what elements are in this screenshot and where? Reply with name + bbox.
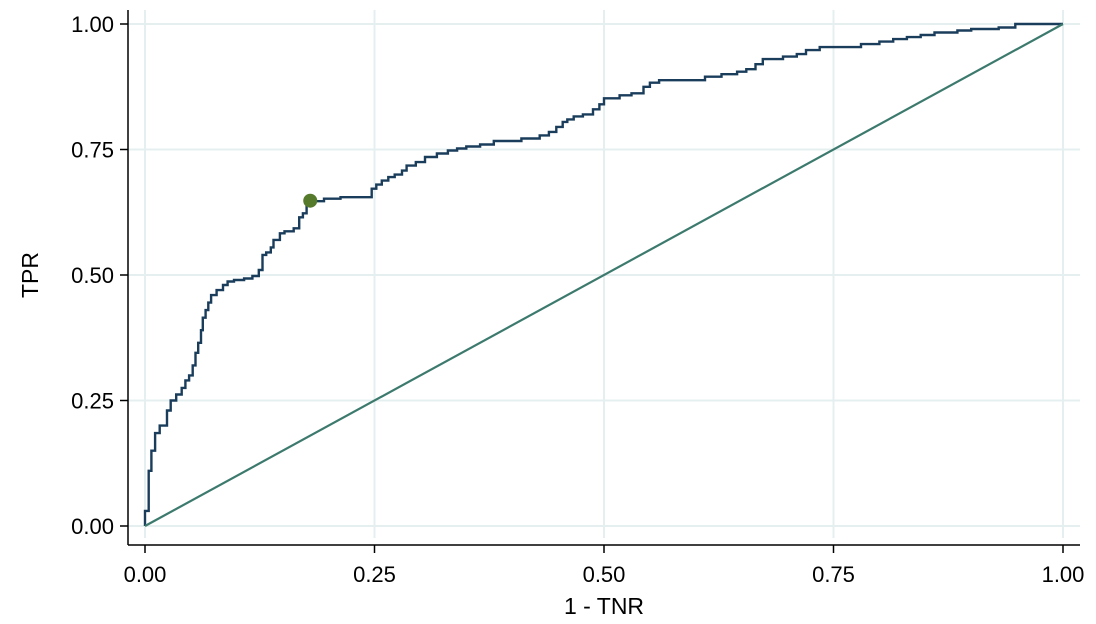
x-axis-ticks: 0.00 0.25 0.50 0.75 1.00 — [124, 545, 1085, 587]
y-tick-label-3: 0.75 — [71, 138, 114, 163]
roc-curve — [143, 22, 1063, 526]
marker-layer — [303, 193, 318, 208]
series-layer — [143, 22, 1064, 527]
y-tick-label-4: 1.00 — [71, 12, 114, 37]
y-axis-ticks: 0.00 0.25 0.50 0.75 1.00 — [71, 12, 128, 539]
x-tick-label-0: 0.00 — [124, 562, 167, 587]
y-tick-label-1: 0.25 — [71, 389, 114, 414]
optimal-cutoff-point-0 — [303, 193, 318, 208]
x-axis-title: 1 - TNR — [564, 593, 644, 619]
x-tick-label-3: 0.75 — [812, 562, 855, 587]
y-tick-label-0: 0.00 — [71, 514, 114, 539]
y-axis-title: TPR — [17, 252, 43, 298]
x-tick-label-1: 0.25 — [353, 562, 396, 587]
y-tick-label-2: 0.50 — [71, 263, 114, 288]
reference-diagonal — [144, 23, 1064, 527]
x-tick-label-4: 1.00 — [1042, 562, 1085, 587]
x-tick-label-2: 0.50 — [583, 562, 626, 587]
